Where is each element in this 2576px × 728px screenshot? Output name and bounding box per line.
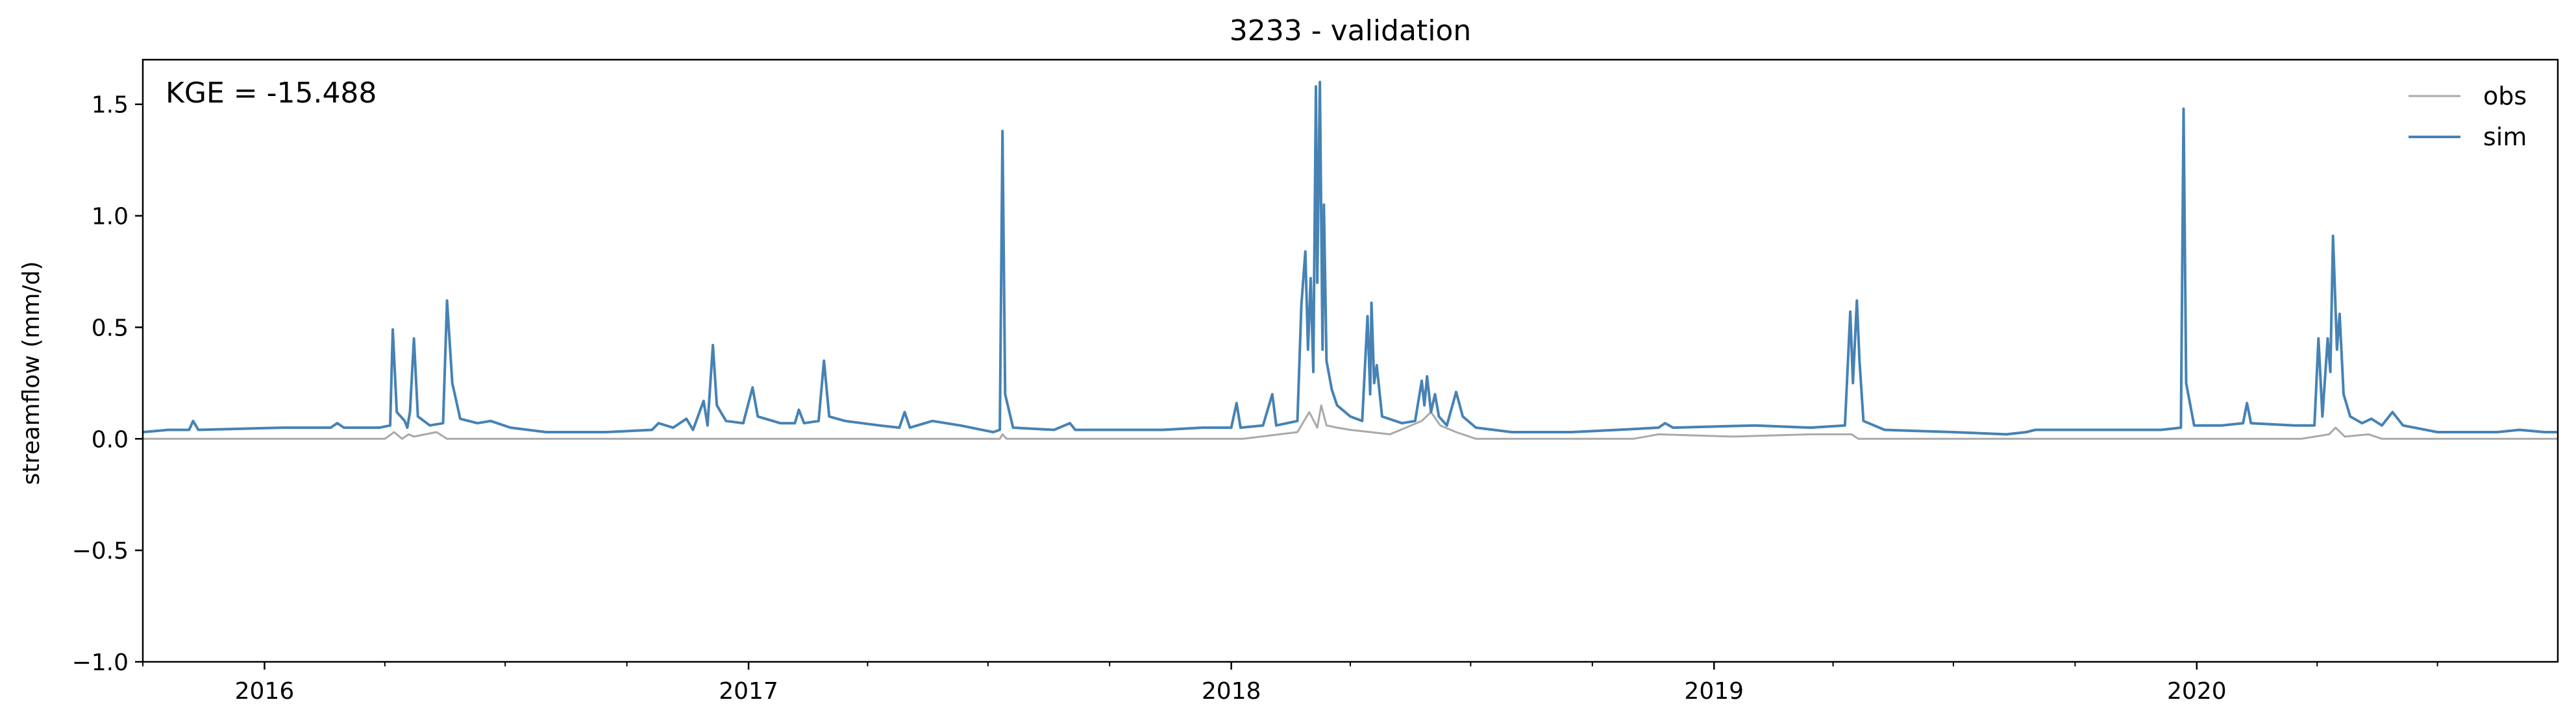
y-axis: −1.0 −0.5 0.0 0.5 1.0 1.5 bbox=[72, 92, 143, 676]
x-tick-label: 2017 bbox=[719, 678, 778, 705]
y-tick-label: 0.5 bbox=[92, 315, 129, 341]
series-line-sim bbox=[143, 80, 2558, 436]
legend: obs sim bbox=[2409, 82, 2527, 151]
plot-frame bbox=[142, 58, 2559, 663]
x-tick-label: 2020 bbox=[2167, 678, 2227, 705]
y-tick-label: −0.5 bbox=[72, 538, 129, 564]
series-layer bbox=[143, 80, 2558, 440]
x-tick-label: 2016 bbox=[235, 678, 295, 705]
y-axis-label: streamflow (mm/d) bbox=[18, 261, 45, 485]
legend-label-sim: sim bbox=[2483, 123, 2527, 151]
x-axis: 2016 2017 2018 2019 2020 bbox=[142, 662, 2438, 705]
chart-title: 3233 - validation bbox=[1230, 14, 1471, 47]
kge-annotation: KGE = -15.488 bbox=[166, 77, 377, 110]
legend-label-obs: obs bbox=[2483, 82, 2527, 110]
y-tick-label: 0.0 bbox=[92, 426, 129, 453]
x-tick-label: 2018 bbox=[1202, 678, 1261, 705]
y-tick-label: −1.0 bbox=[72, 649, 129, 676]
y-tick-label: 1.5 bbox=[92, 92, 129, 119]
series-line-obs bbox=[143, 404, 2558, 440]
y-tick-label: 1.0 bbox=[92, 204, 129, 230]
x-tick-label: 2019 bbox=[1684, 678, 1744, 705]
